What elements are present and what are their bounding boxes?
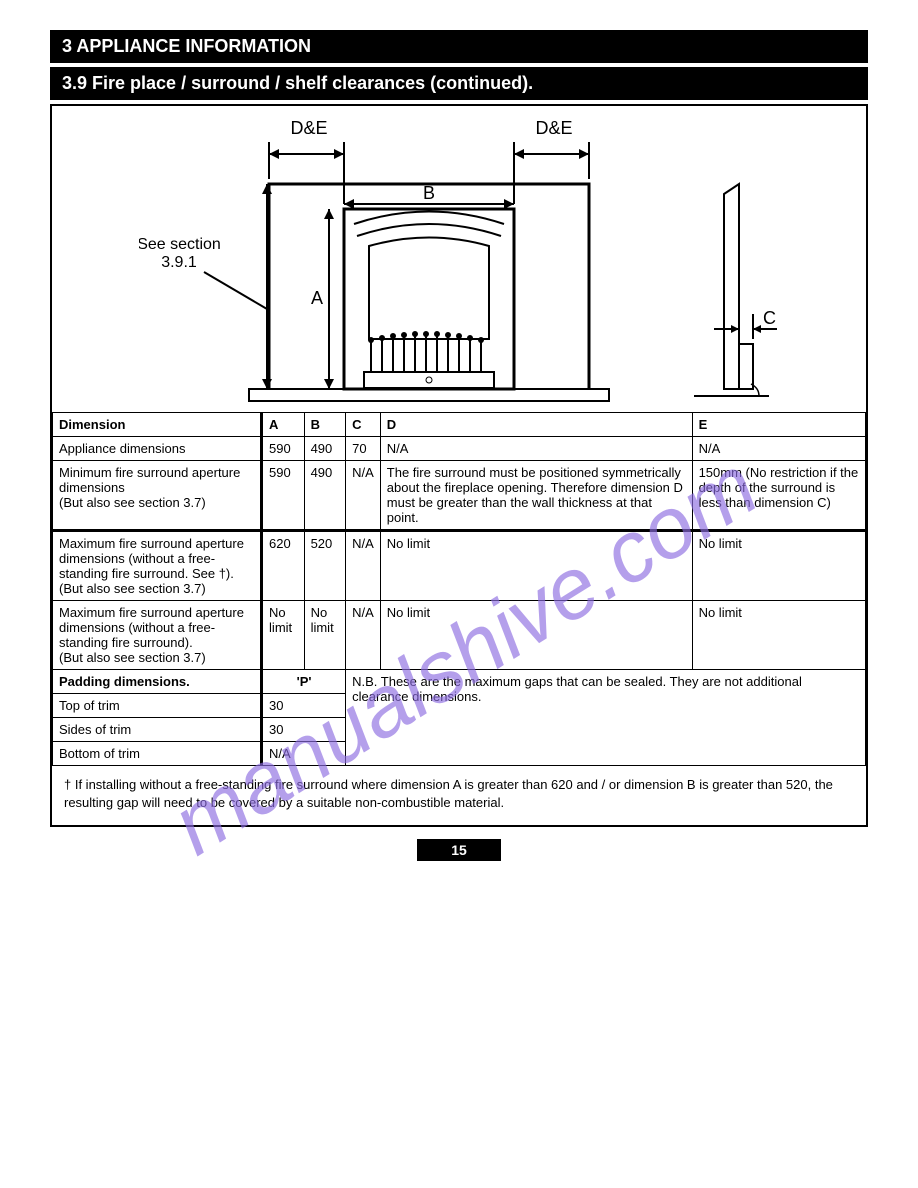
pad-header-row: Padding dimensions. 'P' N.B. These are t…: [53, 670, 866, 694]
page-number-wrap: 15: [50, 839, 868, 861]
diagram-area: See section 3.9.1: [52, 106, 866, 412]
row-max: Maximum fire surround aperture dimension…: [53, 531, 866, 601]
col-d-head: D: [380, 413, 692, 437]
dimension-header: Dimension: [53, 413, 262, 437]
table-header-row: Dimension A B C D E: [53, 413, 866, 437]
col-e-head: E: [692, 413, 865, 437]
section-title-bar: 3 APPLIANCE INFORMATION: [50, 30, 868, 63]
row-max-label: Maximum fire surround aperture dimension…: [53, 531, 262, 601]
row-max2: Maximum fire surround aperture dimension…: [53, 601, 866, 670]
col-a-head: A: [262, 413, 305, 437]
col-b-head: B: [304, 413, 346, 437]
col-c-head: C: [346, 413, 381, 437]
see-section-label: See section: [139, 236, 221, 253]
row-min: Minimum fire surround aperture dimension…: [53, 461, 866, 531]
content-frame: See section 3.9.1: [50, 104, 868, 827]
clearance-diagram: See section 3.9.1: [139, 114, 779, 404]
row-max2-label: Maximum fire surround aperture dimension…: [53, 601, 262, 670]
label-de-left: D&E: [290, 118, 327, 138]
page-root: 3 APPLIANCE INFORMATION 3.9 Fire place /…: [0, 0, 918, 881]
pad-header: Padding dimensions.: [53, 670, 262, 694]
page-number: 15: [417, 839, 501, 861]
label-a: A: [311, 288, 323, 308]
label-c: C: [763, 308, 776, 328]
label-de-right: D&E: [535, 118, 572, 138]
label-b: B: [423, 183, 435, 203]
row-min-label: Minimum fire surround aperture dimension…: [53, 461, 262, 531]
row-appliance: Appliance dimensions 590 490 70 N/A N/A: [53, 437, 866, 461]
clearance-table: Dimension A B C D E Appliance dimensions…: [52, 412, 866, 766]
row-appliance-label: Appliance dimensions: [53, 437, 262, 461]
pad-col-head: 'P': [262, 670, 346, 694]
subsection-title-bar: 3.9 Fire place / surround / shelf cleara…: [50, 67, 868, 100]
footnote-text: † If installing without a free-standing …: [52, 766, 866, 825]
pad-header-desc: N.B. These are the maximum gaps that can…: [346, 670, 866, 766]
see-section-label-2: 3.9.1: [161, 254, 197, 271]
